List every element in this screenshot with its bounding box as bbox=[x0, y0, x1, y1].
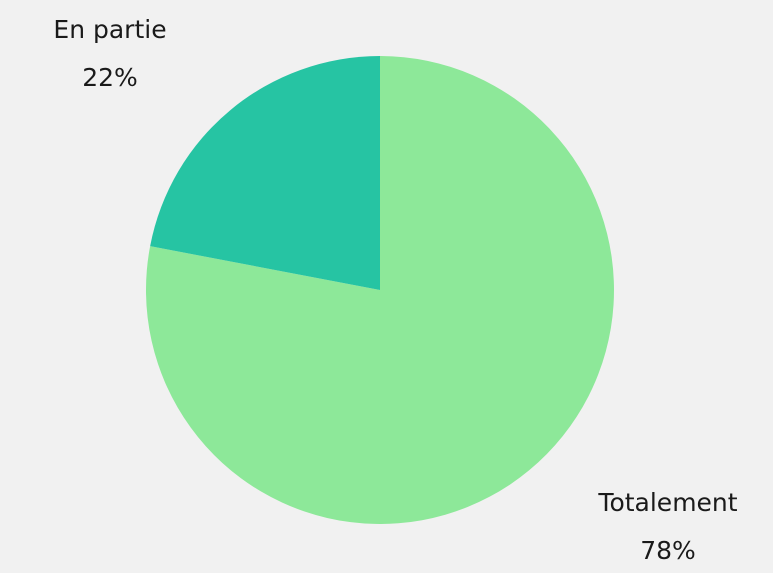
slice-label-totalement: Totalement bbox=[597, 488, 737, 517]
slice-label-en-partie: En partie bbox=[53, 15, 166, 44]
slice-value-en-partie: 22% bbox=[82, 63, 138, 92]
pie-slices bbox=[145, 56, 614, 525]
pie-slice-totalement bbox=[145, 56, 614, 525]
pie-slice-en-partie bbox=[150, 56, 380, 290]
slice-value-totalement: 78% bbox=[640, 536, 696, 565]
